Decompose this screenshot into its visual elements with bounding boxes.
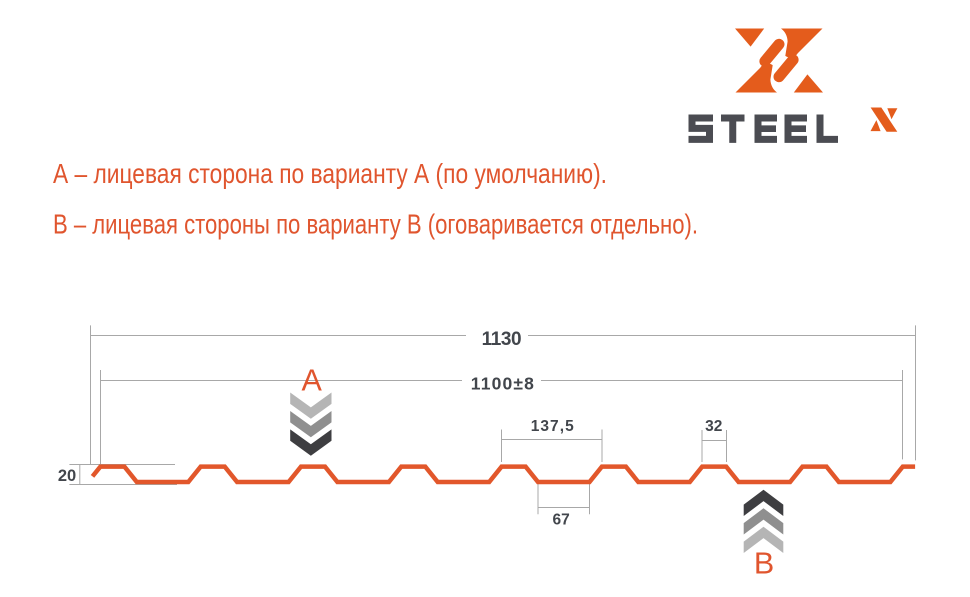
svg-text:В: В	[754, 546, 774, 580]
svg-text:20: 20	[58, 467, 76, 485]
svg-text:32: 32	[705, 418, 722, 435]
svg-text:А: А	[302, 364, 323, 398]
svg-text:В – лицевая стороны по вариант: В – лицевая стороны по варианту В (огова…	[53, 208, 698, 239]
svg-text:1100±8: 1100±8	[471, 374, 534, 394]
svg-text:А – лицевая сторона по вариант: А – лицевая сторона по варианту А (по ум…	[53, 158, 607, 189]
svg-text:1130: 1130	[482, 329, 522, 350]
svg-text:67: 67	[552, 512, 569, 529]
svg-text:137,5: 137,5	[531, 418, 574, 435]
